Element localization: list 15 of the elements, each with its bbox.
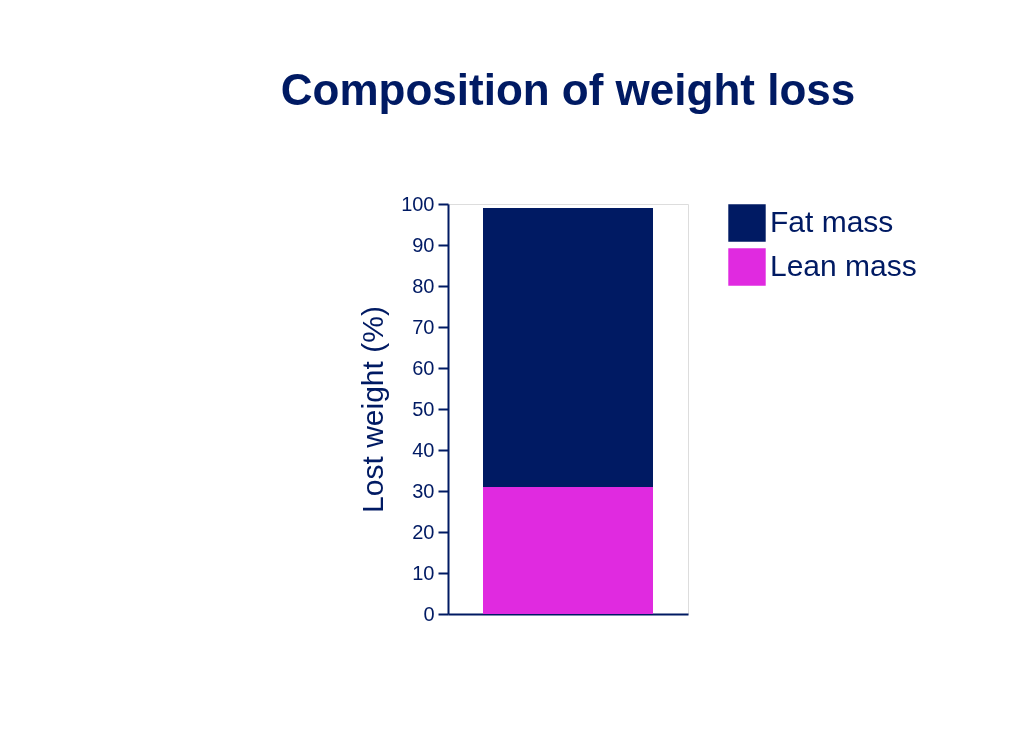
legend-label: Fat mass bbox=[770, 205, 894, 238]
y-tick-label: 20 bbox=[412, 520, 435, 543]
y-tick-label: 0 bbox=[423, 602, 435, 625]
y-tick-label: 10 bbox=[412, 561, 435, 584]
y-tick-label: 70 bbox=[412, 315, 435, 338]
y-tick-label: 100 bbox=[401, 192, 435, 215]
chart-title: Composition of weight loss bbox=[280, 65, 856, 114]
y-tick-label: 90 bbox=[412, 233, 435, 256]
y-tick-label: 80 bbox=[412, 274, 435, 297]
y-tick-label: 50 bbox=[412, 397, 435, 420]
y-tick-label: 60 bbox=[412, 356, 435, 379]
legend-label: Lean mass bbox=[770, 249, 917, 282]
y-tick-label: 30 bbox=[412, 479, 435, 502]
y-axis-title: Lost weight (%) bbox=[356, 306, 390, 513]
y-tick-label: 40 bbox=[412, 438, 435, 461]
